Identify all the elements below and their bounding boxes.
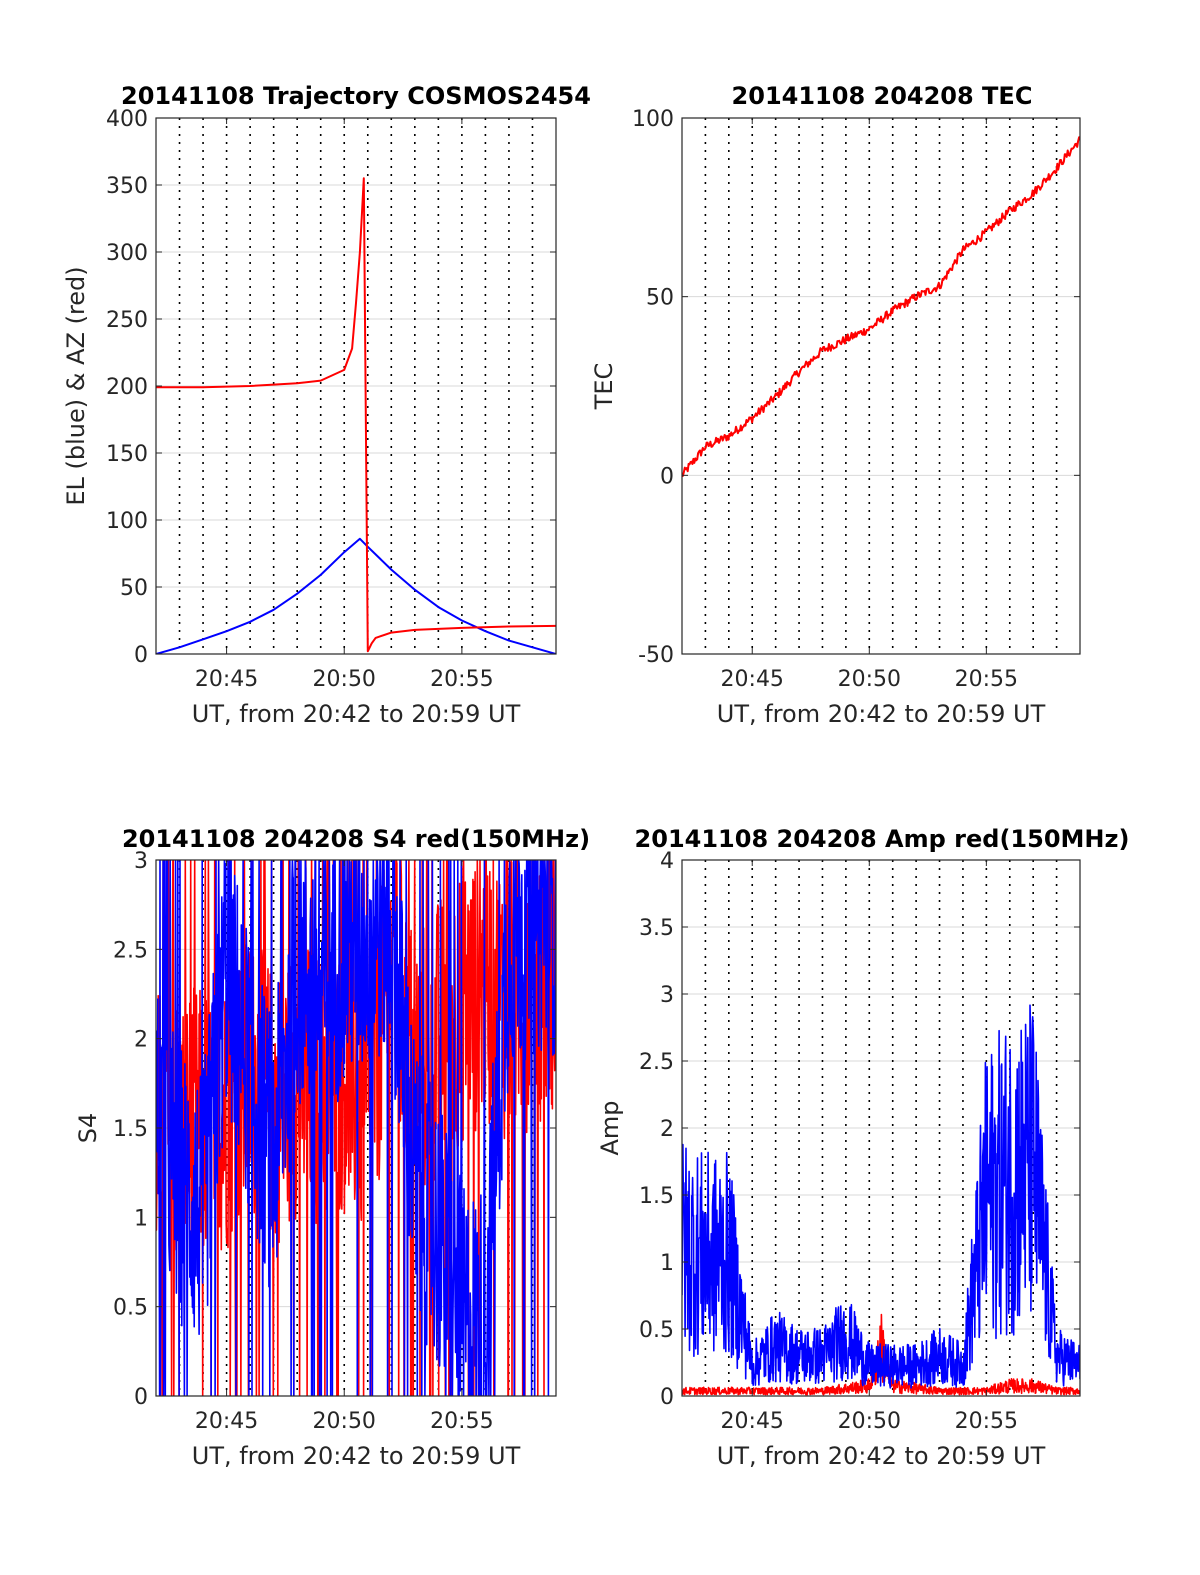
y-tick-label: 50 xyxy=(646,286,674,311)
amp-y-axis-label: Amp xyxy=(596,1100,624,1155)
y-tick-label: 50 xyxy=(120,576,148,601)
tec-time-markers xyxy=(704,118,1058,654)
trajectory-y-axis-label: EL (blue) & AZ (red) xyxy=(62,266,90,505)
y-tick-label: 0.5 xyxy=(639,1318,674,1343)
trajectory-red-series-line xyxy=(156,177,556,653)
x-tick-label: 20:50 xyxy=(313,1409,376,1434)
tec-red-series-line xyxy=(682,136,1080,477)
s4-panel: 20141108 204208 S4 red(150MHz) 0 0.5 1 1.5 2… xyxy=(74,825,590,1470)
x-tick-label: 20:55 xyxy=(955,667,1018,692)
x-tick-label: 20:45 xyxy=(721,1409,784,1434)
amp-x-axis-label: UT, from 20:42 to 20:59 UT xyxy=(717,1442,1046,1470)
s4-title: 20141108 204208 S4 red(150MHz) xyxy=(122,825,590,853)
y-tick-label: -50 xyxy=(638,643,674,668)
trajectory-panel: 20141108 Trajectory COSMOS2454 0 50 100 150… xyxy=(62,82,591,728)
tec-title: 20141108 204208 TEC xyxy=(732,82,1033,110)
y-tick-label: 2.5 xyxy=(639,1050,674,1075)
x-tick-label: 20:55 xyxy=(430,667,493,692)
trajectory-series xyxy=(156,177,556,654)
y-tick-label: 200 xyxy=(106,375,148,400)
y-tick-label: 1 xyxy=(134,1206,148,1231)
y-tick-label: 3.5 xyxy=(639,916,674,941)
x-tick-label: 20:55 xyxy=(955,1409,1018,1434)
y-tick-label: 0 xyxy=(660,464,674,489)
x-tick-label: 20:50 xyxy=(838,667,901,692)
y-tick-label: 2.5 xyxy=(113,938,148,963)
y-tick-label: 2 xyxy=(660,1117,674,1142)
x-tick-label: 20:50 xyxy=(313,667,376,692)
tec-panel: 20141108 204208 TEC -50 0 50 100 20:45 20:50 2… xyxy=(590,82,1081,728)
s4-ticks: 0 0.5 1 1.5 2 2.5 3 20:45 20:50 20:55 xyxy=(113,849,556,1434)
tec-ticks: -50 0 50 100 20:45 20:50 20:55 xyxy=(632,107,1080,692)
y-tick-label: 400 xyxy=(106,107,148,132)
y-tick-label: 1 xyxy=(660,1251,674,1276)
y-tick-label: 0 xyxy=(134,643,148,668)
s4-blue-series-line xyxy=(156,860,556,1396)
tec-y-axis-label: TEC xyxy=(590,363,618,411)
amp-series xyxy=(682,1004,1080,1396)
amp-title: 20141108 204208 Amp red(150MHz) xyxy=(635,825,1130,853)
y-tick-label: 0.5 xyxy=(113,1296,148,1321)
y-tick-label: 100 xyxy=(106,509,148,534)
x-tick-label: 20:50 xyxy=(838,1409,901,1434)
x-tick-label: 20:55 xyxy=(430,1409,493,1434)
y-tick-label: 1.5 xyxy=(113,1117,148,1142)
tec-grid xyxy=(682,117,1080,655)
amp-time-markers xyxy=(704,860,1058,1396)
amp-ticks: 0 0.5 1 1.5 2 2.5 3 3.5 4 20:45 20:50 20:55 xyxy=(639,849,1080,1434)
y-tick-label: 0 xyxy=(660,1385,674,1410)
tec-series xyxy=(682,136,1080,477)
y-tick-label: 2 xyxy=(134,1028,148,1053)
trajectory-time-markers xyxy=(178,118,534,654)
x-tick-label: 20:45 xyxy=(195,1409,258,1434)
trajectory-blue-series-line xyxy=(156,537,556,654)
tec-plot-frame xyxy=(681,117,1081,655)
y-tick-label: 350 xyxy=(106,174,148,199)
trajectory-x-axis-label: UT, from 20:42 to 20:59 UT xyxy=(192,700,521,728)
x-tick-label: 20:45 xyxy=(195,667,258,692)
y-tick-label: 300 xyxy=(106,241,148,266)
y-tick-label: 100 xyxy=(632,107,674,132)
y-tick-label: 250 xyxy=(106,308,148,333)
trajectory-ticks: 0 50 100 150 200 250 300 350 400 20:45 20:50 20:55 xyxy=(106,107,556,692)
y-tick-label: 4 xyxy=(660,849,674,874)
y-tick-label: 3 xyxy=(660,983,674,1008)
y-tick-label: 3 xyxy=(134,849,148,874)
amp-blue-series-line xyxy=(682,1004,1080,1389)
x-tick-label: 20:45 xyxy=(721,667,784,692)
trajectory-title: 20141108 Trajectory COSMOS2454 xyxy=(121,82,591,110)
y-tick-label: 150 xyxy=(106,442,148,467)
s4-series xyxy=(156,860,556,1396)
s4-x-axis-label: UT, from 20:42 to 20:59 UT xyxy=(192,1442,521,1470)
y-tick-label: 0 xyxy=(134,1385,148,1410)
amp-panel: 20141108 204208 Amp red(150MHz) 0 0.5 1 1.5… xyxy=(596,825,1129,1470)
tec-x-axis-label: UT, from 20:42 to 20:59 UT xyxy=(717,700,1046,728)
y-tick-label: 1.5 xyxy=(639,1184,674,1209)
s4-y-axis-label: S4 xyxy=(74,1113,102,1144)
